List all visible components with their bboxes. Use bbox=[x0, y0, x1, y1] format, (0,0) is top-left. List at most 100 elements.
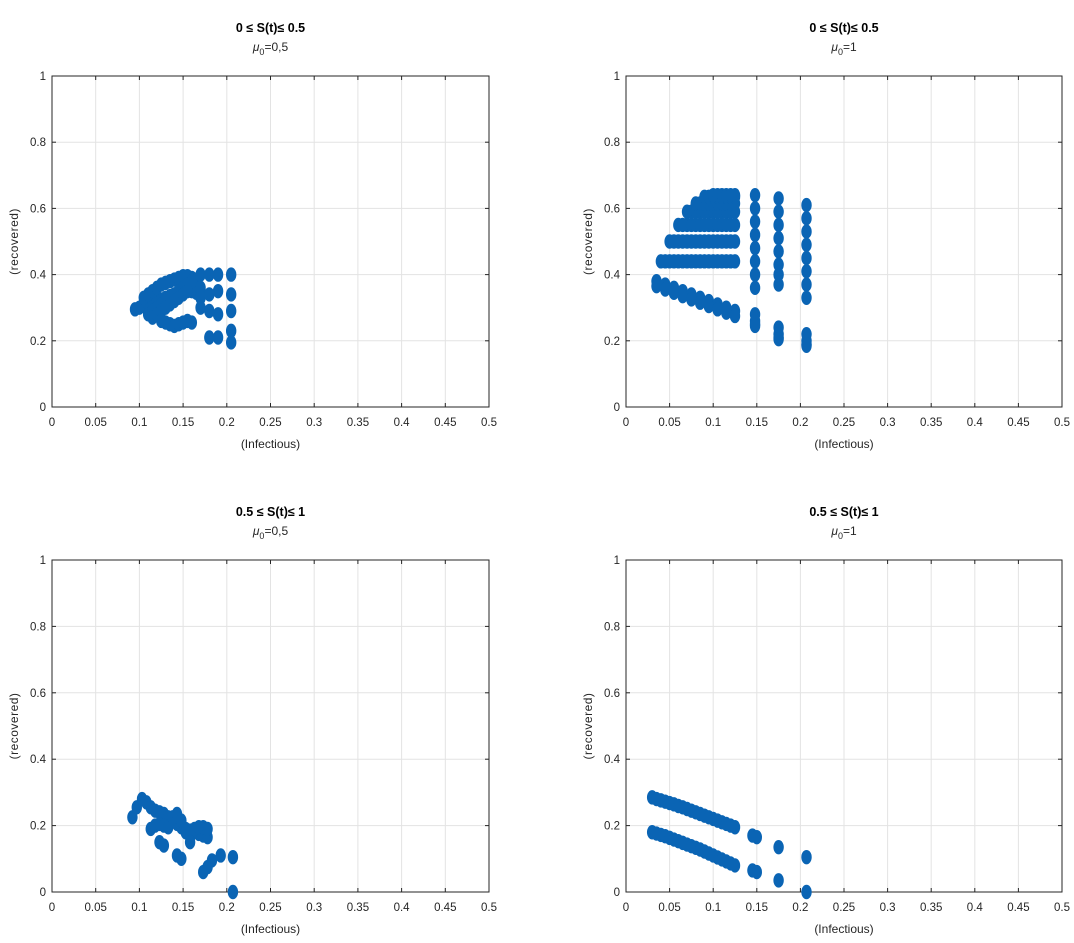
data-point bbox=[729, 254, 741, 269]
y-tick-label: 0.8 bbox=[604, 621, 620, 633]
x-tick-label: 0.25 bbox=[259, 417, 281, 429]
data-point bbox=[225, 335, 237, 350]
data-point bbox=[801, 224, 812, 239]
x-tick-label: 0 bbox=[49, 902, 55, 914]
data-point bbox=[773, 244, 784, 259]
chart-title: 0 ≤ S(t)≤ 0.5 bbox=[236, 21, 305, 35]
y-tick-label: 1 bbox=[614, 555, 620, 567]
x-axis-label: (Infectious) bbox=[241, 437, 300, 451]
data-point bbox=[801, 237, 812, 253]
data-point bbox=[225, 267, 237, 282]
y-tick-label: 0.4 bbox=[604, 270, 621, 282]
x-tick-label: 0.1 bbox=[131, 417, 147, 429]
x-tick-label: 0.2 bbox=[219, 902, 235, 914]
x-tick-label: 0.15 bbox=[746, 902, 768, 914]
y-tick-label: 1 bbox=[40, 71, 46, 83]
data-point bbox=[225, 287, 237, 302]
data-point bbox=[801, 197, 812, 213]
x-tick-label: 0.15 bbox=[746, 417, 768, 429]
x-tick-label: 0.5 bbox=[481, 902, 497, 914]
x-tick-label: 0.2 bbox=[219, 417, 235, 429]
data-point bbox=[773, 331, 784, 347]
data-point bbox=[729, 308, 741, 324]
x-tick-label: 0.25 bbox=[833, 902, 855, 914]
y-tick-label: 0.4 bbox=[30, 270, 47, 282]
chart-panel-4: 0 0.05 0.1 0.15 0.2 0.25 0.3 0.35 0.4 0.45 0.5 0 0.2… bbox=[581, 505, 1070, 936]
data-point bbox=[225, 323, 237, 339]
data-point bbox=[651, 278, 662, 294]
x-axis-label: (Infectious) bbox=[814, 922, 873, 936]
data-point bbox=[195, 267, 206, 282]
x-tick-label: 0.45 bbox=[434, 902, 456, 914]
data-point bbox=[204, 287, 215, 302]
data-point bbox=[749, 267, 761, 282]
x-tick-label: 0.35 bbox=[920, 417, 942, 429]
data-point bbox=[749, 240, 761, 256]
data-point bbox=[158, 838, 170, 853]
data-point bbox=[212, 307, 224, 322]
x-tick-label: 0.45 bbox=[1007, 902, 1029, 914]
x-tick-label: 0.15 bbox=[172, 902, 194, 914]
data-point bbox=[212, 267, 224, 282]
x-tick-label: 0.1 bbox=[131, 902, 147, 914]
data-point bbox=[660, 282, 671, 297]
chart-subtitle: μ0=0,5 bbox=[252, 524, 289, 541]
data-point bbox=[801, 250, 812, 266]
x-tick-label: 0.5 bbox=[1054, 417, 1070, 429]
x-tick-label: 0 bbox=[623, 902, 629, 914]
x-tick-label: 0.5 bbox=[1054, 902, 1070, 914]
data-point bbox=[749, 318, 761, 334]
data-point bbox=[686, 292, 697, 307]
data-point bbox=[801, 849, 812, 865]
data-point bbox=[227, 884, 239, 900]
data-point bbox=[801, 884, 812, 900]
x-tick-label: 0.3 bbox=[306, 417, 322, 429]
data-point bbox=[751, 830, 762, 845]
y-tick-label: 0 bbox=[40, 402, 46, 414]
data-point bbox=[703, 298, 715, 314]
y-tick-label: 0.8 bbox=[30, 137, 46, 149]
y-tick-label: 0.4 bbox=[604, 754, 621, 766]
x-tick-label: 0.25 bbox=[833, 417, 855, 429]
data-point bbox=[773, 230, 784, 246]
data-point bbox=[773, 191, 784, 206]
y-tick-label: 0.6 bbox=[604, 688, 620, 700]
data-point bbox=[801, 211, 812, 226]
x-tick-label: 0.35 bbox=[347, 417, 369, 429]
x-tick-label: 0.25 bbox=[259, 902, 281, 914]
data-point bbox=[729, 820, 741, 835]
x-tick-label: 0.1 bbox=[705, 417, 721, 429]
y-tick-label: 0 bbox=[40, 887, 46, 899]
x-tick-label: 0.05 bbox=[85, 417, 107, 429]
data-point bbox=[773, 873, 784, 888]
chart-subtitle: μ0=0,5 bbox=[252, 40, 289, 57]
data-point bbox=[204, 267, 215, 282]
data-point bbox=[677, 288, 688, 304]
y-tick-label: 0.6 bbox=[30, 203, 46, 215]
x-tick-label: 0.2 bbox=[792, 902, 808, 914]
data-point bbox=[749, 280, 761, 296]
chart-panel-2: 0 0.05 0.1 0.15 0.2 0.25 0.3 0.35 0.4 0.45 0.5 0 0.2… bbox=[581, 21, 1070, 451]
chart-subtitle: μ0=1 bbox=[830, 40, 857, 57]
data-point bbox=[186, 315, 198, 330]
x-tick-label: 0.15 bbox=[172, 417, 194, 429]
x-tick-label: 0.35 bbox=[347, 902, 369, 914]
x-tick-label: 0.05 bbox=[658, 417, 680, 429]
y-tick-label: 0 bbox=[614, 887, 620, 899]
x-axis-label: (Infectious) bbox=[814, 437, 873, 451]
chart-panel-3: 0 0.05 0.1 0.15 0.2 0.25 0.3 0.35 0.4 0.45 0.5 0 0.2… bbox=[7, 505, 497, 936]
data-point bbox=[749, 187, 761, 203]
y-axis-label: (recovered) bbox=[7, 208, 21, 275]
x-tick-label: 0.5 bbox=[481, 417, 497, 429]
data-point bbox=[202, 821, 213, 837]
data-point bbox=[773, 267, 784, 282]
x-tick-label: 0.3 bbox=[306, 902, 322, 914]
x-tick-label: 0.2 bbox=[792, 417, 808, 429]
data-point bbox=[773, 204, 784, 219]
y-tick-label: 0.2 bbox=[604, 336, 620, 348]
data-point bbox=[729, 187, 741, 203]
x-tick-label: 0.1 bbox=[705, 902, 721, 914]
x-tick-label: 0.3 bbox=[880, 417, 896, 429]
data-point bbox=[721, 305, 732, 320]
